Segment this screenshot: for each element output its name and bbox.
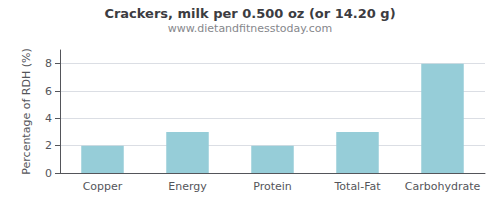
svg-text:Total-Fat: Total-Fat — [333, 180, 381, 193]
svg-text:Carbohydrate: Carbohydrate — [405, 180, 481, 193]
svg-text:Copper: Copper — [83, 180, 123, 193]
svg-text:8: 8 — [45, 57, 52, 70]
svg-text:0: 0 — [45, 167, 52, 180]
svg-text:4: 4 — [45, 112, 52, 125]
svg-text:Percentage of RDH (%): Percentage of RDH (%) — [20, 48, 33, 174]
svg-text:2: 2 — [45, 139, 52, 152]
svg-text:Protein: Protein — [253, 180, 292, 193]
svg-text:6: 6 — [45, 85, 52, 98]
svg-text:Crackers, milk per 0.500 oz (o: Crackers, milk per 0.500 oz (or 14.20 g) — [104, 6, 395, 21]
svg-text:Energy: Energy — [168, 180, 207, 193]
svg-text:www.dietandfitnesstoday.com: www.dietandfitnesstoday.com — [168, 22, 332, 35]
